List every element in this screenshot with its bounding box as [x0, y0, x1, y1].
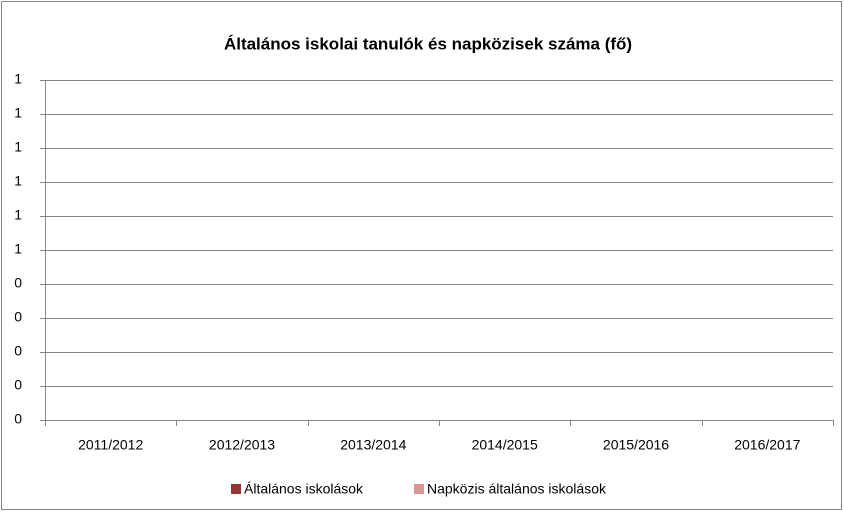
x-tick-label: 2014/2015	[472, 437, 538, 453]
y-tick-label: 0	[14, 377, 22, 393]
y-tick-label: 1	[14, 105, 22, 121]
x-tick-label: 2013/2014	[340, 437, 406, 453]
x-tick-label: 2015/2016	[603, 437, 669, 453]
y-tick-label: 0	[14, 275, 22, 291]
x-tick-label: 2012/2013	[209, 437, 275, 453]
y-tick-label: 0	[14, 411, 22, 427]
legend-swatch	[231, 484, 241, 494]
legend-swatch	[414, 484, 424, 494]
chart-title: Általános iskolai tanulók és napközisek …	[224, 34, 632, 53]
x-tick-label: 2011/2012	[78, 437, 143, 453]
y-tick-label: 1	[14, 139, 22, 155]
y-tick-label: 1	[14, 71, 22, 87]
y-tick-label: 1	[14, 173, 22, 189]
y-tick-label: 1	[14, 241, 22, 257]
x-tick-label: 2016/2017	[734, 437, 800, 453]
legend-label: Napközis általános iskolások	[427, 481, 607, 497]
y-tick-label: 0	[14, 343, 22, 359]
legend-label: Általános iskolások	[244, 481, 364, 497]
y-tick-label: 0	[14, 309, 22, 325]
y-tick-label: 1	[14, 207, 22, 223]
